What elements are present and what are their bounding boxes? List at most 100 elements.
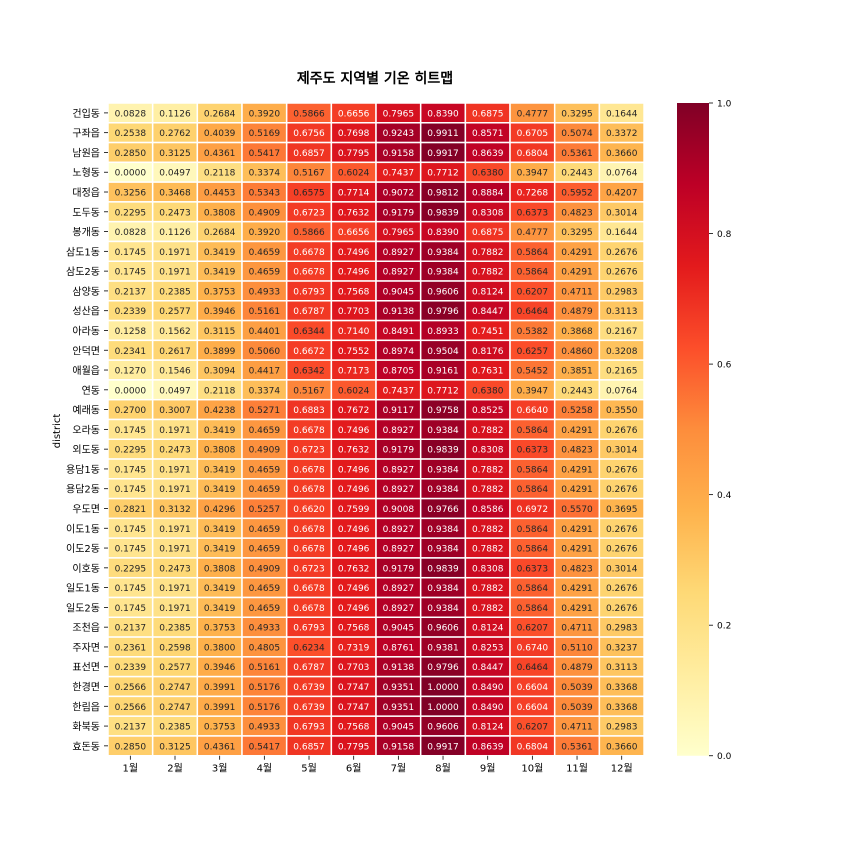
cell-value: 0.2167 [606, 327, 638, 337]
cell-value: 0.1562 [159, 327, 191, 337]
cell-value: 0.5452 [517, 367, 549, 377]
cell-value: 0.3295 [561, 228, 593, 238]
cell-value: 0.6875 [472, 228, 504, 238]
cell-value: 0.2617 [159, 347, 191, 357]
row-label: 구좌읍 [72, 128, 100, 140]
cell-value: 0.4401 [249, 327, 281, 337]
cell-value: 0.6575 [293, 189, 325, 199]
cell-value: 0.8761 [383, 643, 415, 653]
cell-value: 0.3094 [204, 367, 236, 377]
cell-value: 0.8927 [383, 426, 415, 436]
cell-value: 0.9384 [427, 426, 459, 436]
cell-value: 0.7496 [338, 525, 370, 535]
cell-value: 0.2118 [204, 169, 236, 179]
cell-value: 0.7882 [472, 465, 504, 475]
cell-value: 0.2676 [606, 584, 638, 594]
cell-value: 0.4659 [249, 485, 281, 495]
cell-value: 0.3125 [159, 742, 191, 752]
cell-value: 0.1546 [159, 367, 191, 377]
row-label: 이호동 [72, 563, 100, 575]
row-label: 아라동 [72, 325, 100, 337]
colorbar-tick-label: 0.0 [717, 752, 732, 762]
cell-value: 0.9179 [383, 564, 415, 574]
cell-value: 0.2295 [115, 208, 147, 218]
cell-value: 0.8390 [427, 109, 459, 119]
row-label: 외도동 [72, 444, 100, 456]
cell-value: 0.8927 [383, 248, 415, 258]
heatmap-cells: 0.0828 0.1126 0.2684 0.3920 0.5866 0.6656 0.79… [107, 102, 645, 757]
cell-value: 0.8176 [472, 347, 504, 357]
cell-value: 0.8124 [472, 624, 504, 634]
cell-value: 0.1745 [115, 248, 147, 258]
cell-value: 0.7882 [472, 268, 504, 278]
cell-value: 0.7747 [338, 683, 370, 693]
row-label: 봉개동 [72, 227, 100, 239]
row-label: 우도면 [72, 503, 100, 515]
cell-value: 0.1971 [159, 545, 191, 555]
cell-value: 0.5864 [517, 604, 549, 614]
col-label: 12월 [611, 763, 633, 775]
cell-value: 0.7568 [338, 624, 370, 634]
cell-value: 0.9384 [427, 584, 459, 594]
cell-value: 0.6723 [293, 564, 325, 574]
cell-value: 0.5864 [517, 465, 549, 475]
cell-value: 0.1745 [115, 485, 147, 495]
cell-value: 0.8124 [472, 723, 504, 733]
cell-value: 0.2747 [159, 703, 191, 713]
col-label: 11월 [566, 763, 588, 775]
cell-value: 0.5257 [249, 505, 281, 515]
cell-value: 0.8927 [383, 485, 415, 495]
cell-value: 0.3419 [204, 584, 236, 594]
cell-value: 0.6656 [338, 109, 370, 119]
cell-value: 0.7451 [472, 327, 504, 337]
cell-value: 0.6234 [293, 643, 325, 653]
row-label: 표선면 [72, 662, 100, 674]
cell-value: 0.6342 [293, 367, 325, 377]
cell-value: 0.3991 [204, 683, 236, 693]
cell-value: 0.7496 [338, 604, 370, 614]
row-label: 연동 [82, 385, 100, 397]
cell-value: 0.9796 [427, 663, 459, 673]
cell-value: 0.8639 [472, 149, 504, 159]
cell-value: 0.4711 [561, 723, 593, 733]
cell-value: 0.3125 [159, 149, 191, 159]
cell-value: 0.3920 [249, 228, 281, 238]
cell-value: 0.9504 [427, 347, 459, 357]
col-label: 6월 [346, 763, 362, 775]
cell-value: 0.4879 [561, 663, 593, 673]
cell-value: 0.9161 [427, 367, 459, 377]
cell-value: 0.2361 [115, 643, 147, 653]
cell-value: 0.0497 [159, 386, 191, 396]
cell-value: 0.9045 [383, 723, 415, 733]
cell-value: 0.6678 [293, 604, 325, 614]
cell-value: 0.2566 [115, 703, 147, 713]
cell-value: 0.5864 [517, 248, 549, 258]
cell-value: 0.9158 [383, 149, 415, 159]
cell-value: 0.7496 [338, 268, 370, 278]
cell-value: 0.3468 [159, 189, 191, 199]
cell-value: 0.6793 [293, 723, 325, 733]
cell-value: 0.3115 [204, 327, 236, 337]
cell-value: 0.7965 [383, 228, 415, 238]
row-label: 대정읍 [72, 187, 100, 199]
cell-value: 0.3660 [606, 149, 638, 159]
row-label: 삼도1동 [66, 246, 100, 258]
cell-value: 0.3419 [204, 426, 236, 436]
cell-value: 0.5361 [561, 149, 593, 159]
cell-value: 0.7747 [338, 703, 370, 713]
cell-value: 0.2821 [115, 505, 147, 515]
row-label: 이도2동 [66, 543, 100, 555]
cell-value: 0.4291 [561, 248, 593, 258]
cell-value: 0.8927 [383, 545, 415, 555]
cell-value: 0.7631 [472, 367, 504, 377]
cell-value: 0.3419 [204, 485, 236, 495]
row-label: 애월읍 [72, 365, 100, 377]
cell-value: 0.7599 [338, 505, 370, 515]
cell-value: 0.6972 [517, 505, 549, 515]
cell-value: 0.8447 [472, 307, 504, 317]
cell-value: 0.2118 [204, 386, 236, 396]
cell-value: 0.1126 [159, 109, 191, 119]
cell-value: 0.6678 [293, 248, 325, 258]
cell-value: 0.4823 [561, 446, 593, 456]
col-label: 7월 [391, 763, 407, 775]
